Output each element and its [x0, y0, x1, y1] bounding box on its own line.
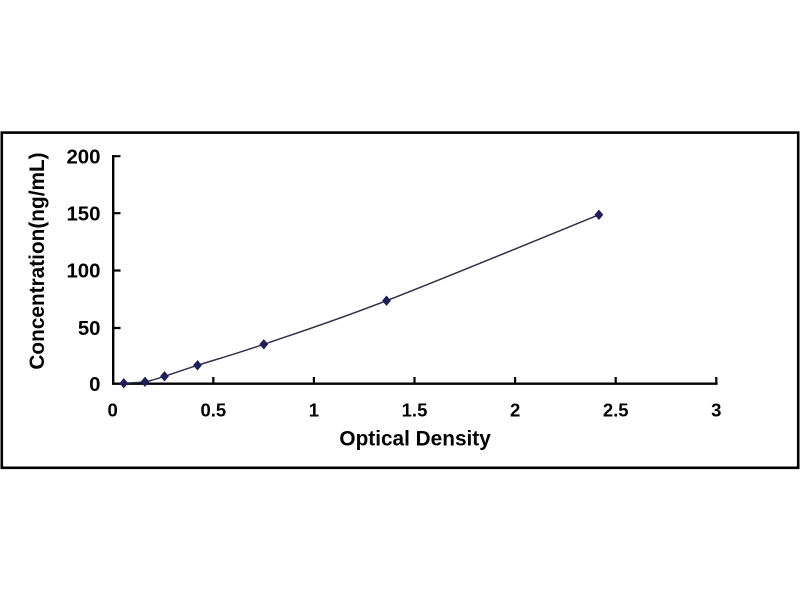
svg-text:1.5: 1.5 [402, 400, 428, 421]
svg-text:150: 150 [66, 203, 100, 225]
svg-text:0: 0 [89, 374, 100, 396]
svg-text:3: 3 [711, 400, 721, 421]
svg-text:200: 200 [66, 146, 100, 168]
svg-text:100: 100 [66, 261, 100, 283]
svg-text:1: 1 [309, 400, 319, 421]
svg-text:0.5: 0.5 [200, 400, 226, 421]
svg-text:0: 0 [108, 400, 118, 421]
svg-text:Concentration(ng/mL): Concentration(ng/mL) [26, 152, 49, 369]
svg-text:2.5: 2.5 [603, 400, 629, 421]
svg-text:Optical Density: Optical Density [339, 428, 491, 451]
svg-text:50: 50 [78, 318, 101, 340]
svg-text:2: 2 [510, 400, 520, 421]
